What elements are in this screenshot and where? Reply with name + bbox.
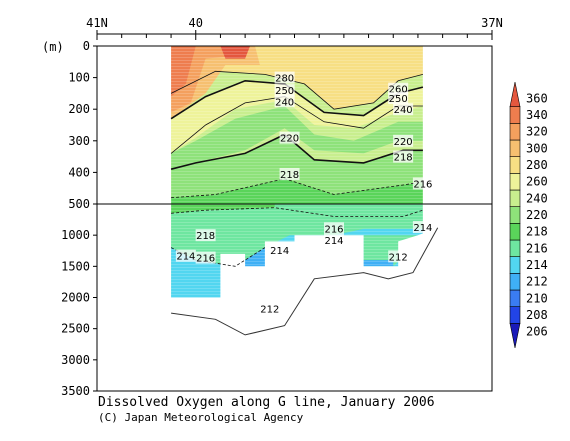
contour-label: 250 — [275, 86, 294, 97]
y-axis-tick-label: 3000 — [61, 353, 90, 367]
top-axis-tick-label: 37N — [481, 16, 503, 30]
contour-label-bg — [195, 251, 216, 264]
y-axis-tick-label: 1500 — [61, 259, 90, 273]
contour-label-bg — [388, 250, 409, 263]
colorbar-swatch — [509, 306, 521, 324]
contour-label-bg — [388, 82, 409, 95]
colorbar-swatch — [509, 223, 521, 241]
contour-label-bg — [274, 71, 295, 84]
contour-label-bg — [175, 249, 196, 262]
y-axis-tick-label: 400 — [68, 165, 90, 179]
colorbar-swatch — [509, 139, 521, 157]
y-axis-tick-label: 2000 — [61, 291, 90, 305]
chart-credit: (C) Japan Meteorological Agency — [98, 411, 304, 424]
y-axis-tick-label: 2500 — [61, 322, 90, 336]
colorbar-swatch — [509, 106, 521, 124]
contour-label: 214 — [413, 223, 432, 234]
colorbar-swatch — [509, 206, 521, 224]
colorbar-tick-label: 260 — [526, 175, 548, 189]
contour-label-bg — [279, 131, 300, 144]
colorbar-tick-label: 240 — [526, 191, 548, 205]
contour-label-bg — [324, 234, 344, 247]
colorbar-swatch-max — [509, 81, 521, 107]
colorbar-swatch — [509, 273, 521, 291]
contour-label-bg — [259, 302, 280, 315]
contour-label: 280 — [275, 74, 294, 85]
colorbar-tick-label: 218 — [526, 225, 548, 239]
colorbar-swatch — [509, 289, 521, 307]
contour-label-bg — [388, 92, 409, 105]
contour-label: 220 — [280, 134, 299, 145]
seafloor-line — [171, 227, 439, 336]
y-axis-tick-label: 0 — [83, 39, 90, 53]
contour-label-bg — [393, 150, 414, 163]
contour-label: 260 — [389, 85, 408, 96]
axes: 41N 40 37N 0 100 200 300 400 500 1000 1500 2000 2500… — [42, 16, 503, 398]
colorbar-tick-label: 212 — [526, 275, 548, 289]
y-axis-tick-label: 200 — [68, 102, 90, 116]
contour-label-bg — [195, 229, 216, 242]
colorbar: 206 208 210 212 214 216 218 220 240 260 280 300 320 3… — [509, 81, 548, 349]
colorbar-tick-label: 208 — [526, 308, 548, 322]
top-axis-tick-label: 40 — [189, 16, 203, 30]
colorbar-tick-label: 210 — [526, 291, 548, 305]
contour-label: 250 — [389, 94, 408, 105]
colorbar-tick-label: 340 — [526, 108, 548, 122]
colorbar-swatch — [509, 189, 521, 207]
y-axis-tick-label: 1000 — [61, 228, 90, 242]
colorbar-swatch — [509, 256, 521, 274]
contour-label: 240 — [275, 97, 294, 108]
y-axis-tick-label: 500 — [68, 197, 90, 211]
contour-label: 218 — [196, 231, 215, 242]
colorbar-swatch-min — [509, 323, 521, 349]
colorbar-tick-label: 300 — [526, 141, 548, 155]
contour-label: 216 — [324, 224, 343, 235]
contour-label: 218 — [394, 153, 413, 164]
contour-label: 216 — [413, 179, 432, 190]
colorbar-swatch — [509, 239, 521, 257]
contour-label: 212 — [389, 252, 408, 263]
contour-218 — [171, 178, 423, 199]
contour-label: 214 — [270, 246, 289, 257]
contour-label-bg — [324, 222, 344, 235]
contour-label: 214 — [176, 252, 195, 263]
contour-label-bg — [274, 84, 295, 97]
contour-label-bg — [269, 244, 290, 257]
y-axis-tick-label: 3500 — [61, 384, 90, 398]
contour-label: 214 — [324, 236, 343, 247]
plot-frame — [96, 45, 493, 392]
y-axis-tick-label: 100 — [68, 71, 90, 85]
colorbar-tick-label: 220 — [526, 208, 548, 222]
contour-label: 240 — [394, 105, 413, 116]
chart-title: Dissolved Oxygen along G line, January 2… — [98, 395, 435, 410]
colorbar-tick-label: 360 — [526, 91, 548, 105]
colorbar-swatch — [509, 156, 521, 174]
y-axis-label: (m) — [42, 40, 64, 54]
contour-label: 220 — [394, 137, 413, 148]
colorbar-tick-label: 320 — [526, 125, 548, 139]
colorbar-swatch — [509, 173, 521, 191]
contour-label-bg — [393, 134, 414, 147]
colorbar-tick-label: 280 — [526, 158, 548, 172]
left-blank-area — [97, 46, 172, 391]
contour-216-lower — [171, 207, 424, 217]
contour-label: 218 — [280, 170, 299, 181]
right-blank-area — [422, 46, 492, 228]
top-axis-tick-label: 41N — [86, 16, 108, 30]
colorbar-tick-label: 216 — [526, 241, 548, 255]
contour-label: 212 — [260, 305, 279, 316]
contour-label-bg — [393, 103, 414, 116]
contour-label-bg — [412, 221, 433, 234]
contour-240 — [170, 96, 423, 154]
colorbar-tick-label: 206 — [526, 325, 548, 339]
colorbar-swatch — [509, 123, 521, 141]
colorbar-tick-label: 214 — [526, 258, 548, 272]
contour-label-bg — [274, 95, 295, 108]
y-axis-tick-label: 300 — [68, 134, 90, 148]
contour-label: 216 — [196, 254, 215, 265]
contour-label-bg — [412, 177, 433, 190]
contour-label-bg — [279, 167, 300, 180]
